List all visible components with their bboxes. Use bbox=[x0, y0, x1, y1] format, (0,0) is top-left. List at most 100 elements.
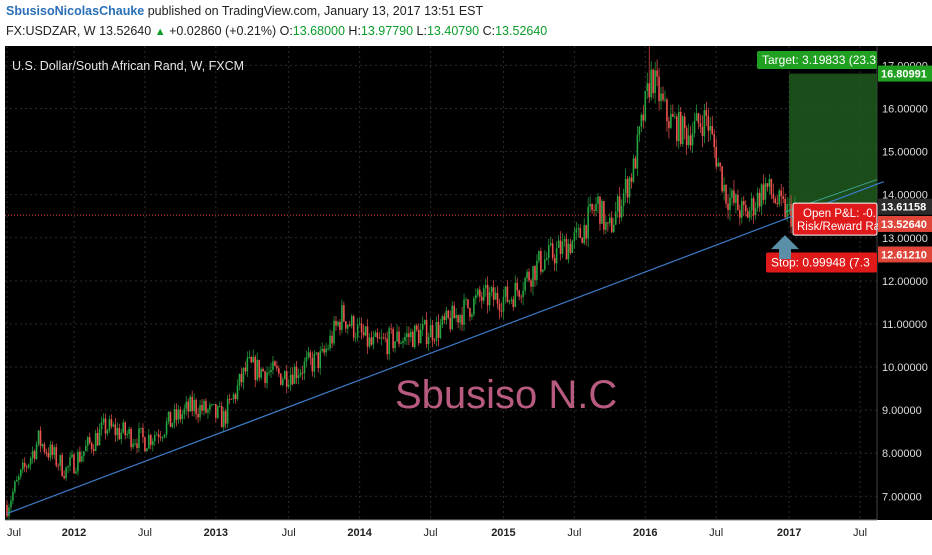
candle-body bbox=[445, 310, 448, 320]
candle-body bbox=[92, 449, 95, 452]
candle-body bbox=[453, 305, 455, 319]
stop-label: Stop: 0.99948 (7.3 bbox=[771, 255, 870, 269]
candle-body bbox=[516, 282, 519, 291]
candle-body bbox=[280, 373, 282, 385]
candle-body bbox=[654, 70, 656, 94]
candle-body bbox=[157, 434, 160, 438]
candle-body bbox=[228, 398, 231, 400]
target-label-bg bbox=[757, 51, 877, 69]
candle-body bbox=[43, 444, 46, 452]
candle-body bbox=[252, 356, 255, 363]
candle-body bbox=[630, 177, 633, 182]
candle-body bbox=[433, 340, 436, 342]
chart-area[interactable]: 7.00000 8.00000 9.00000 10.00000 11.00000 12.… bbox=[0, 46, 932, 550]
entry-arrow-icon bbox=[771, 235, 799, 260]
candle-body bbox=[360, 323, 363, 333]
candle-body bbox=[185, 401, 188, 409]
candle-body bbox=[333, 320, 335, 344]
candle-body bbox=[216, 406, 219, 418]
candle-body bbox=[329, 335, 331, 349]
y-tick-label: 8.00000 bbox=[882, 448, 922, 460]
candle-body bbox=[96, 432, 99, 446]
y-tick-label: 7.00000 bbox=[882, 491, 922, 503]
candle-body bbox=[49, 444, 52, 458]
trendline[interactable] bbox=[6, 181, 884, 515]
candle-body bbox=[53, 447, 56, 455]
y-tick-label: 13.00000 bbox=[882, 233, 928, 245]
candle-body bbox=[778, 190, 781, 205]
candle-body bbox=[506, 286, 509, 302]
candle-body bbox=[205, 400, 207, 413]
candle-body bbox=[421, 323, 424, 330]
candle-body bbox=[514, 282, 517, 307]
candle-body bbox=[352, 316, 355, 338]
candle-body bbox=[703, 110, 706, 137]
candle-body bbox=[270, 369, 272, 373]
candle-body bbox=[681, 116, 684, 144]
candle-body bbox=[674, 116, 676, 118]
candle-body bbox=[291, 374, 294, 384]
x-tick-label: 2014 bbox=[347, 527, 372, 539]
candle-body bbox=[337, 322, 339, 326]
candle-body bbox=[256, 359, 258, 380]
watermark-text: Sbusiso N.C bbox=[395, 373, 617, 417]
candle-body bbox=[362, 332, 365, 336]
author-link[interactable]: SbusisoNicolasChauke bbox=[6, 4, 145, 18]
candle-body bbox=[85, 445, 87, 452]
candle-body bbox=[742, 201, 745, 206]
candle-body bbox=[638, 126, 641, 135]
candle-body bbox=[545, 257, 548, 260]
candle-body bbox=[232, 394, 235, 400]
stop-label-bg bbox=[766, 252, 877, 273]
candle-body bbox=[193, 399, 195, 412]
candle-body bbox=[110, 419, 113, 427]
candle-body bbox=[266, 372, 268, 384]
candle-body bbox=[587, 206, 589, 239]
candle-body bbox=[437, 321, 440, 338]
candle-body bbox=[327, 348, 329, 350]
candle-body bbox=[431, 325, 434, 341]
candle-body bbox=[492, 287, 495, 300]
candle-body bbox=[764, 183, 767, 200]
candle-body bbox=[169, 411, 172, 427]
chart-title: U.S. Dollar/South African Rand, W, FXCM bbox=[12, 59, 244, 73]
candle-body bbox=[341, 305, 343, 330]
candle-body bbox=[482, 288, 485, 301]
candle-body bbox=[75, 471, 77, 474]
candle-body bbox=[376, 332, 379, 338]
candle-body bbox=[189, 396, 192, 412]
candle-body bbox=[788, 203, 790, 205]
publish-header: SbusisoNicolasChauke published on Tradin… bbox=[0, 0, 932, 44]
candle-body bbox=[83, 451, 85, 457]
candle-body bbox=[741, 201, 743, 218]
candle-body bbox=[731, 190, 733, 198]
candle-body bbox=[689, 135, 692, 146]
candle-body bbox=[61, 455, 63, 477]
candle-body bbox=[402, 341, 404, 343]
candle-body bbox=[512, 299, 515, 307]
candle-body bbox=[656, 70, 658, 77]
candle-body bbox=[705, 110, 708, 116]
candle-body bbox=[465, 299, 467, 301]
candle-body bbox=[575, 228, 578, 233]
price-chart[interactable]: 7.00000 8.00000 9.00000 10.00000 11.00000 12.… bbox=[0, 46, 932, 550]
candle-body bbox=[522, 290, 524, 298]
candle-body bbox=[457, 315, 459, 323]
candle-body bbox=[396, 331, 398, 342]
last-price: 13.52640 bbox=[99, 24, 152, 38]
candle-body bbox=[151, 440, 154, 445]
candle-body bbox=[677, 111, 680, 142]
candle-body bbox=[524, 278, 526, 291]
candle-body bbox=[246, 357, 249, 372]
candle-body bbox=[632, 158, 635, 182]
candle-body bbox=[715, 146, 717, 167]
candle-body bbox=[413, 325, 416, 348]
candle-body bbox=[293, 366, 296, 384]
price-tag-target-bg bbox=[878, 65, 932, 82]
candle-body bbox=[94, 432, 97, 452]
candle-body bbox=[538, 251, 540, 261]
candle-body bbox=[12, 491, 14, 501]
candle-body bbox=[276, 365, 278, 369]
candle-body bbox=[744, 205, 747, 212]
candle-body bbox=[297, 375, 300, 379]
